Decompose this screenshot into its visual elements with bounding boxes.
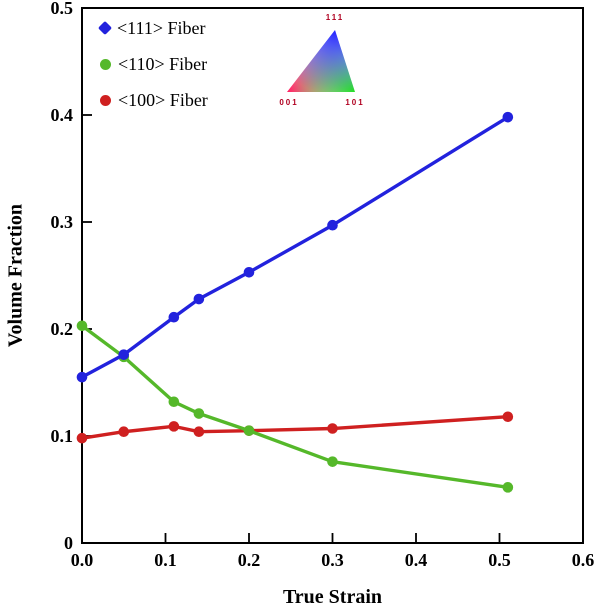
legend-item-110-fiber: <110> Fiber [100, 53, 208, 75]
svg-text:0: 0 [64, 533, 73, 553]
legend-item-100-fiber: <100> Fiber [100, 89, 208, 111]
ipf-label-101: 101 [345, 98, 364, 107]
svg-text:0.4: 0.4 [51, 105, 74, 125]
circle-marker-icon [100, 58, 111, 70]
svg-text:0.1: 0.1 [154, 550, 177, 570]
x-axis-title: True Strain [282, 586, 383, 608]
svg-text:0.1: 0.1 [51, 426, 74, 446]
diamond-marker-icon [97, 20, 113, 36]
svg-text:0.6: 0.6 [572, 550, 595, 570]
svg-text:0.2: 0.2 [51, 319, 74, 339]
circle-marker-icon [100, 94, 111, 106]
legend-label-100-fiber: <100> Fiber [118, 90, 208, 110]
svg-text:0.4: 0.4 [405, 550, 428, 570]
chart-legend: <111> Fiber <110> Fiber <100> Fiber [97, 17, 208, 111]
svg-text:0.5: 0.5 [488, 550, 511, 570]
svg-text:0.5: 0.5 [51, 0, 74, 18]
svg-text:0.3: 0.3 [321, 550, 344, 570]
legend-item-111-fiber: <111> Fiber [97, 17, 208, 39]
ipf-label-001: 001 [279, 98, 298, 107]
svg-text:0.0: 0.0 [71, 550, 94, 570]
legend-label-111-fiber: <111> Fiber [117, 18, 206, 38]
ipf-label-111: 111 [326, 13, 344, 22]
y-axis-title: Volume Fraction [4, 203, 27, 348]
svg-text:0.3: 0.3 [51, 212, 74, 232]
svg-text:0.2: 0.2 [238, 550, 261, 570]
ipf-color-key-inset: 111 001 101 [278, 6, 374, 115]
legend-label-110-fiber: <110> Fiber [118, 54, 208, 74]
ipf-color-triangle: 111 001 101 [279, 13, 364, 107]
